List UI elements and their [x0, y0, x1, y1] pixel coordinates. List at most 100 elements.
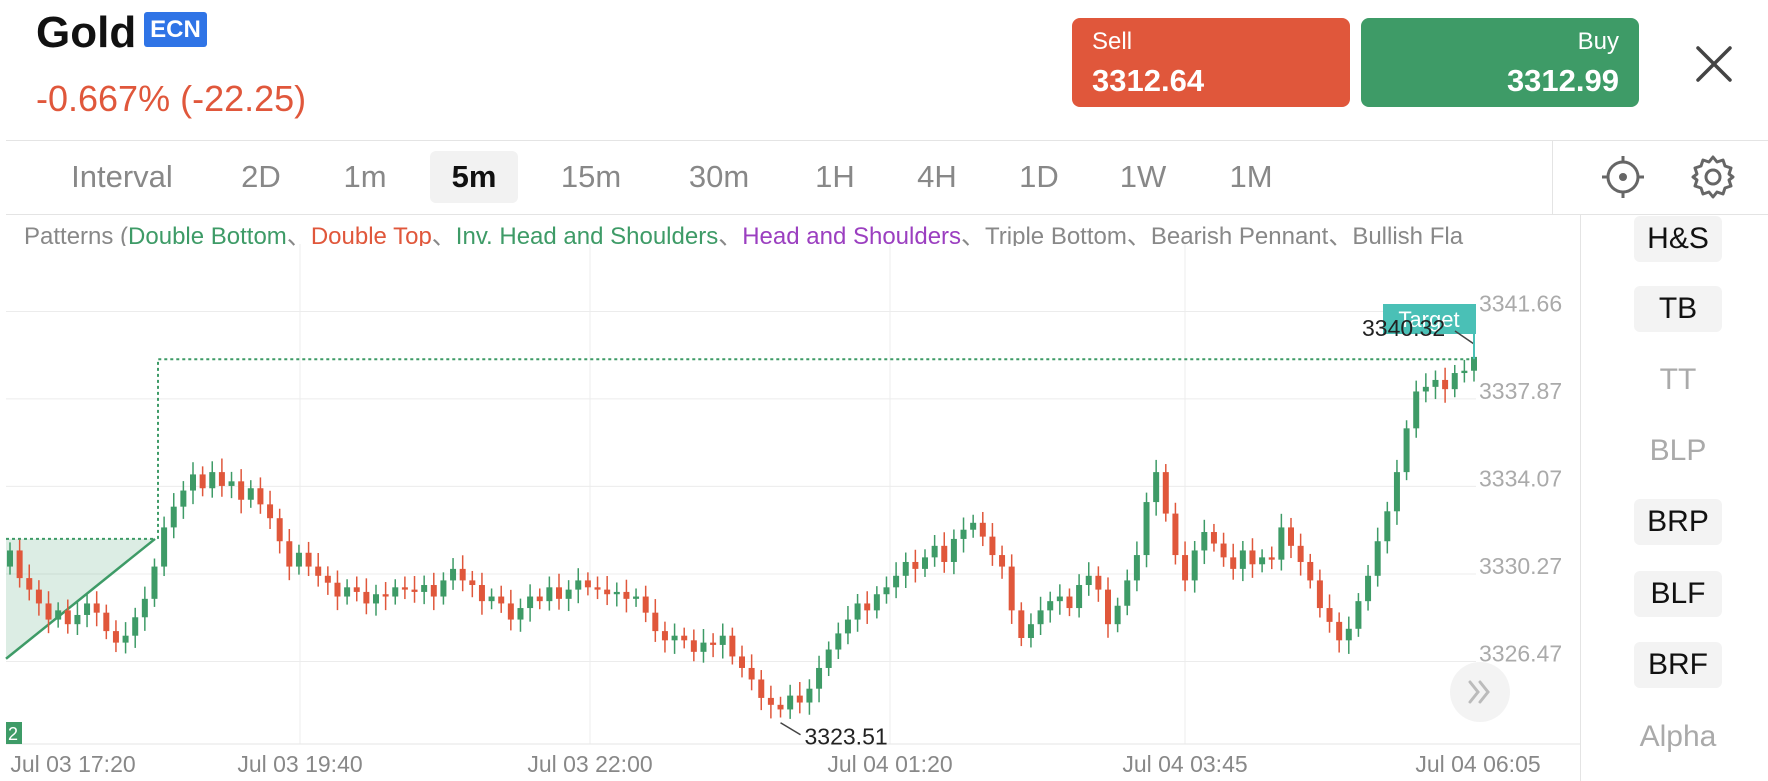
candle-body	[970, 522, 977, 530]
side-item-hs[interactable]: H&S	[1634, 216, 1722, 262]
candle-body	[228, 481, 235, 486]
chart-canvas: 3341.66 3337.87 3334.07 3330.27 3326.47 Jul 0…	[5, 244, 1580, 777]
side-item-tb[interactable]: TB	[1634, 286, 1722, 332]
pattern-double-top: Double Top	[310, 223, 432, 246]
candle-body	[1124, 580, 1131, 606]
interval-5m[interactable]: 5m	[430, 151, 518, 203]
candle-body	[1336, 621, 1343, 641]
candle-body	[295, 552, 302, 567]
candle-body	[594, 587, 601, 590]
candle-body	[739, 656, 745, 668]
double-chevron-right-icon	[1468, 680, 1490, 704]
candle-body	[854, 603, 861, 620]
candle-body	[575, 580, 582, 590]
candle-body	[642, 596, 649, 613]
interval-1w[interactable]: 1W	[1119, 159, 1167, 194]
crosshair-icon[interactable]	[1600, 154, 1646, 200]
interval-4h[interactable]: 4H	[917, 159, 957, 194]
candle-body	[1105, 589, 1111, 625]
candle-body	[382, 594, 389, 597]
candle-body	[1451, 373, 1458, 390]
candle-body	[373, 594, 379, 604]
candle-body	[1316, 580, 1323, 609]
interval-15m[interactable]: 15m	[560, 159, 622, 194]
target-projection-line	[157, 358, 1474, 539]
scroll-latest-button[interactable]	[1450, 662, 1510, 722]
candle-body	[1114, 605, 1121, 625]
candle-body	[315, 566, 322, 576]
candle-body	[1461, 370, 1468, 374]
candle-body	[180, 490, 187, 507]
candle-body	[1239, 550, 1246, 569]
candle-body	[748, 667, 755, 680]
candle-body	[1297, 545, 1304, 562]
pattern-triple-bottom: Triple Bottom	[985, 223, 1127, 246]
price-tick-label: 3334.07	[1479, 465, 1562, 491]
candle-body	[324, 575, 331, 583]
candle-body	[1182, 555, 1189, 581]
side-item-blp[interactable]: BLP	[1649, 434, 1707, 467]
toolbar-divider	[1552, 141, 1553, 214]
candle-body	[64, 610, 71, 625]
interval-2d[interactable]: 2D	[241, 159, 281, 194]
candle-body	[1413, 391, 1420, 429]
candle-body	[238, 481, 245, 500]
pattern-triangle-fill	[6, 538, 155, 659]
candle-body	[1374, 541, 1381, 576]
candle-body	[1288, 527, 1294, 546]
candle-body	[507, 603, 514, 620]
candle-body	[527, 596, 534, 609]
candle-body	[1326, 608, 1333, 622]
candle-body	[1355, 601, 1362, 629]
pattern-separator: 、	[1328, 223, 1353, 246]
candle-body	[1201, 532, 1208, 551]
gear-icon[interactable]	[1690, 154, 1736, 200]
candle-body	[1056, 596, 1063, 602]
candle-body	[45, 603, 52, 620]
candle-body	[1191, 550, 1198, 581]
candle-body	[401, 587, 408, 590]
patterns-legend: Patterns (Double Bottom、Double Top、Inv. …	[24, 216, 1580, 246]
interval-1d[interactable]: 1D	[1019, 159, 1059, 194]
time-tick-label: Jul 03 17:20	[10, 751, 135, 777]
interval-1m[interactable]: 1m	[343, 159, 387, 194]
toolbar-bottom-divider	[6, 214, 1768, 215]
close-icon[interactable]	[1690, 40, 1738, 88]
buy-button[interactable]: Buy 3312.99	[1361, 18, 1639, 107]
candle-body	[1027, 624, 1034, 639]
candle-body	[1095, 575, 1102, 590]
candle-body	[652, 612, 659, 632]
time-tick-label: Jul 03 19:40	[237, 751, 362, 777]
candle-body	[1153, 472, 1160, 503]
side-item-brf[interactable]: BRF	[1634, 642, 1722, 688]
side-item-alpha[interactable]: Alpha	[1639, 720, 1717, 753]
candle-body	[873, 594, 880, 611]
instrument-header: Gold ECN -0.667% (-22.25) Sell 3312.64 B…	[0, 0, 1768, 140]
pattern-separator: 、	[431, 223, 456, 246]
candle-body	[1393, 472, 1400, 512]
side-item-tt[interactable]: TT	[1659, 363, 1697, 396]
price-chart[interactable]: 3341.66 3337.87 3334.07 3330.27 3326.47 Jul 0…	[0, 214, 1580, 781]
low-callout-line	[780, 722, 801, 736]
interval-1mo[interactable]: 1M	[1229, 159, 1273, 194]
candle-body	[1249, 550, 1256, 565]
side-item-blf[interactable]: BLF	[1634, 571, 1722, 617]
candle-body	[430, 585, 437, 597]
candle-body	[218, 472, 225, 486]
candle-body	[536, 596, 543, 602]
interval-1h[interactable]: 1H	[815, 159, 855, 194]
interval-toolbar: Interval 2D 1m 5m 15m 30m 1H 4H 1D 1W 1M	[0, 141, 1768, 214]
candle-body	[469, 580, 476, 586]
side-item-brp[interactable]: BRP	[1634, 499, 1722, 545]
candle-body	[719, 635, 726, 645]
candle-body	[267, 504, 274, 519]
candle-body	[190, 474, 196, 491]
candle-body	[825, 649, 832, 668]
candle-body	[661, 631, 668, 641]
candle-body	[353, 587, 360, 592]
sell-button[interactable]: Sell 3312.64	[1072, 18, 1350, 107]
interval-30m[interactable]: 30m	[688, 159, 750, 194]
pattern-separator: 、	[286, 223, 311, 246]
candle-body	[604, 589, 611, 595]
candle-body	[989, 536, 996, 556]
